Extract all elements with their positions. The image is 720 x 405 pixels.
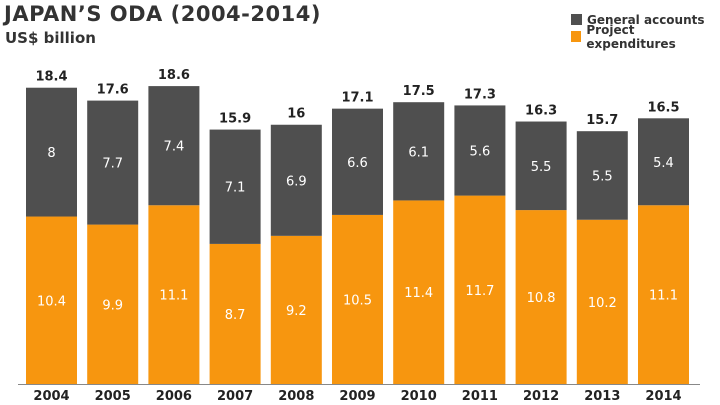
bar-general-accounts-2012 [515,121,567,211]
bar-project-expenditures-2011 [454,195,506,384]
data-label-project-expenditures-2005: 9.9 [102,298,123,313]
x-tick-label-2007: 2007 [217,389,253,404]
data-label-project-expenditures-2007: 8.7 [225,308,246,323]
bar-general-accounts-2005 [87,100,139,225]
total-label-2011: 17.3 [464,87,496,102]
data-label-project-expenditures-2011: 11.7 [465,284,494,299]
total-label-2007: 15.9 [219,112,251,127]
legend-label-project-expenditures: Project expenditures [586,22,676,51]
bar-general-accounts-2007 [209,129,261,244]
chart-subtitle: US$ billion [5,29,96,47]
total-label-2013: 15.7 [586,113,618,128]
total-label-2012: 16.3 [525,104,557,119]
bar-project-expenditures-2013 [576,219,628,384]
bar-project-expenditures-2010 [393,200,445,384]
total-label-2008: 16 [287,107,305,122]
bar-general-accounts-2008 [270,124,322,236]
bar-general-accounts-2010 [393,102,445,201]
data-label-general-accounts-2005: 7.7 [102,157,123,172]
total-label-2010: 17.5 [403,84,435,99]
data-label-project-expenditures-2009: 10.5 [343,293,372,308]
data-label-general-accounts-2011: 5.6 [470,145,491,160]
bar-project-expenditures-2007 [209,243,261,384]
total-label-2009: 17.1 [341,91,373,106]
bar-general-accounts-2013 [576,131,628,220]
data-label-general-accounts-2014: 5.4 [653,156,674,171]
bar-project-expenditures-2009 [332,214,383,384]
x-tick-label-2005: 2005 [95,389,131,404]
total-label-2005: 17.6 [97,83,129,98]
bar-project-expenditures-2012 [515,210,567,384]
bar-general-accounts-2014 [638,118,689,206]
legend-item-project-expenditures: Project expenditures [571,23,720,51]
data-label-project-expenditures-2004: 10.4 [37,294,66,309]
data-label-general-accounts-2004: 8 [47,146,55,161]
chart-title: JAPAN’S ODA (2004-2014) [4,2,321,26]
data-label-general-accounts-2006: 7.4 [164,140,185,155]
data-label-project-expenditures-2012: 10.8 [527,291,556,306]
x-tick-label-2014: 2014 [645,389,681,404]
data-label-project-expenditures-2010: 11.4 [404,286,433,301]
x-tick-label-2012: 2012 [523,389,559,404]
total-label-2006: 18.6 [158,68,190,83]
data-label-project-expenditures-2014: 11.1 [649,289,678,304]
legend-label-general-accounts: General accounts [587,12,705,27]
bar-project-expenditures-2008 [270,235,322,384]
total-label-2004: 18.4 [35,70,67,85]
bar-general-accounts-2009 [332,108,383,215]
bar-project-expenditures-2004 [26,216,77,384]
data-label-project-expenditures-2006: 11.1 [159,289,188,304]
bar-general-accounts-2006 [148,86,200,206]
x-tick-label-2009: 2009 [339,389,375,404]
data-label-general-accounts-2012: 5.5 [531,160,552,175]
legend: General accounts Project expenditures [571,11,720,51]
x-tick-label-2013: 2013 [584,389,620,404]
data-label-general-accounts-2013: 5.5 [592,169,613,184]
data-label-general-accounts-2010: 6.1 [408,145,429,160]
data-label-project-expenditures-2008: 9.2 [286,304,307,319]
x-tick-label-2010: 2010 [401,389,437,404]
data-label-general-accounts-2008: 6.9 [286,174,307,189]
data-label-general-accounts-2009: 6.6 [347,156,368,171]
legend-swatch-general-accounts [571,14,582,25]
data-label-project-expenditures-2013: 10.2 [588,296,617,311]
legend-swatch-project-expenditures [571,31,582,42]
x-tick-label-2011: 2011 [462,389,498,404]
x-tick-label-2006: 2006 [156,389,192,404]
x-tick-label-2004: 2004 [33,389,69,404]
legend-item-general-accounts: General accounts [571,11,720,28]
bar-general-accounts-2011 [454,105,506,196]
bar-project-expenditures-2005 [87,224,139,384]
total-label-2014: 16.5 [647,100,679,115]
data-label-general-accounts-2007: 7.1 [225,181,246,196]
bar-project-expenditures-2014 [638,205,689,384]
x-tick-label-2008: 2008 [278,389,314,404]
bar-project-expenditures-2006 [148,205,200,384]
bar-general-accounts-2004 [26,87,77,217]
